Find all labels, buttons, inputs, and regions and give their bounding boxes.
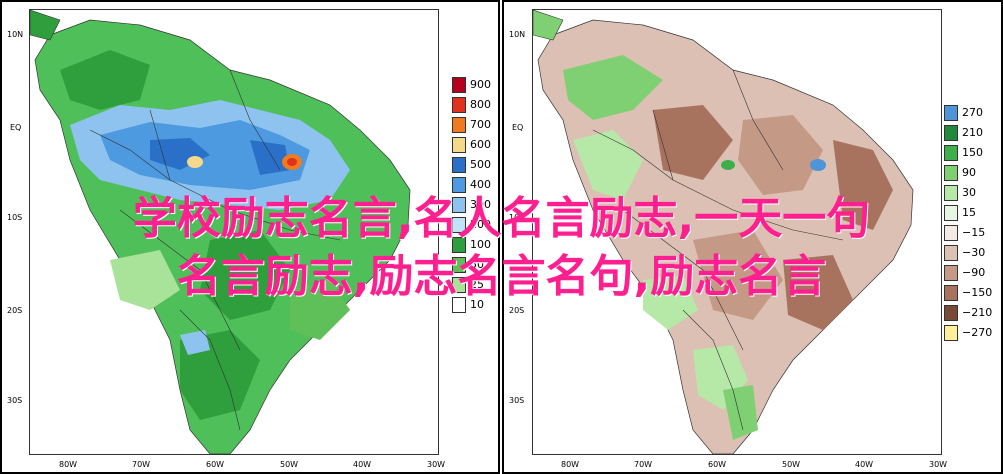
right-colorbar-swatch — [944, 325, 958, 341]
lon-label-30w: 30W — [929, 460, 948, 469]
left-colorbar-label: 400 — [470, 178, 491, 191]
right-colorbar-label: 270 — [962, 106, 983, 119]
left-map-graphic — [30, 10, 438, 454]
left-colorbar-label: 600 — [470, 138, 491, 151]
right-colorbar-label: 30 — [962, 186, 976, 199]
right-colorbar-swatch — [944, 205, 958, 221]
right-colorbar-swatch — [944, 165, 958, 181]
left-colorbar-label: 50 — [470, 258, 484, 271]
left-colorbar-swatch — [452, 197, 466, 213]
lon-label-50w: 50W — [782, 460, 801, 469]
right-anomaly-map — [532, 9, 942, 455]
left-map-panel: 10N EQ 10S 20S 30S 80W 70W 60W 50W 40W 3… — [0, 0, 500, 474]
left-colorbar-swatch — [452, 137, 466, 153]
left-colorbar-label: 300 — [470, 198, 491, 211]
left-colorbar-swatch — [452, 237, 466, 253]
left-colorbar-swatch — [452, 97, 466, 113]
lon-label-70w: 70W — [132, 460, 151, 469]
lon-label-40w: 40W — [855, 460, 874, 469]
right-colorbar-label: −90 — [962, 266, 986, 279]
right-colorbar-label: −30 — [962, 246, 986, 259]
right-colorbar-label: 210 — [962, 126, 983, 139]
lat-label-10n: 10N — [7, 30, 24, 39]
right-colorbar-swatch — [944, 225, 958, 241]
right-colorbar-swatch — [944, 305, 958, 321]
right-colorbar-swatch — [944, 265, 958, 281]
left-colorbar-label: 500 — [470, 158, 491, 171]
lat-label-eq: EQ — [10, 123, 22, 132]
left-colorbar-label: 10 — [470, 298, 484, 311]
lon-label-80w: 80W — [59, 460, 78, 469]
lon-label-30w: 30W — [427, 460, 446, 469]
lat-label-20s: 20S — [509, 306, 525, 315]
left-colorbar-label: 700 — [470, 118, 491, 131]
lon-label-60w: 60W — [708, 460, 727, 469]
right-colorbar-label: −270 — [962, 326, 993, 339]
right-colorbar-label: −210 — [962, 306, 993, 319]
lon-label-40w: 40W — [353, 460, 372, 469]
right-colorbar-label: 15 — [962, 206, 976, 219]
left-colorbar-label: 800 — [470, 98, 491, 111]
left-colorbar-swatch — [452, 297, 466, 313]
right-map-panel: 10N EQ 10S 20S 30S 80W 70W 60W 50W 40W 3… — [502, 0, 1003, 474]
left-colorbar-swatch — [452, 77, 466, 93]
lon-label-70w: 70W — [634, 460, 653, 469]
right-map-graphic — [533, 10, 941, 454]
lon-label-50w: 50W — [280, 460, 299, 469]
left-colorbar-label: 100 — [470, 238, 491, 251]
left-colorbar-swatch — [452, 117, 466, 133]
left-colorbar-swatch — [452, 217, 466, 233]
left-colorbar-swatch — [452, 157, 466, 173]
left-colorbar-swatch — [452, 277, 466, 293]
right-colorbar-swatch — [944, 185, 958, 201]
lat-label-10s: 10S — [509, 213, 525, 222]
lat-label-eq: EQ — [512, 123, 524, 132]
lon-label-60w: 60W — [206, 460, 225, 469]
lat-label-30s: 30S — [7, 396, 23, 405]
lat-label-30s: 30S — [509, 396, 525, 405]
left-colorbar-swatch — [452, 257, 466, 273]
lat-label-10n: 10N — [509, 30, 526, 39]
right-colorbar-swatch — [944, 105, 958, 121]
right-colorbar-swatch — [944, 145, 958, 161]
right-colorbar-swatch — [944, 125, 958, 141]
right-colorbar-swatch — [944, 245, 958, 261]
left-precipitation-map — [29, 9, 439, 455]
left-colorbar-label: 900 — [470, 78, 491, 91]
left-colorbar-swatch — [452, 177, 466, 193]
right-colorbar-label: −150 — [962, 286, 993, 299]
lat-label-10s: 10S — [7, 213, 23, 222]
right-colorbar-label: 150 — [962, 146, 983, 159]
lat-label-20s: 20S — [7, 306, 23, 315]
left-colorbar-label: 25 — [470, 278, 484, 291]
left-colorbar-label: 200 — [470, 218, 491, 231]
right-colorbar-label: 90 — [962, 166, 976, 179]
right-colorbar-swatch — [944, 285, 958, 301]
right-colorbar-label: −15 — [962, 226, 986, 239]
lon-label-80w: 80W — [561, 460, 580, 469]
